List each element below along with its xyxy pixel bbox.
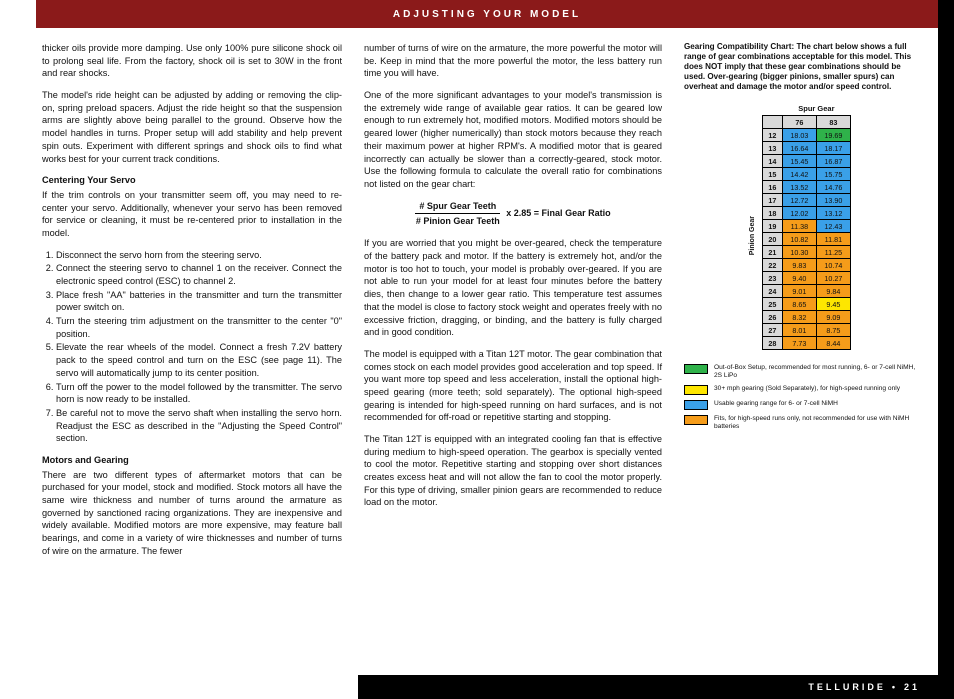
formula-numerator: # Spur Gear Teeth <box>415 200 500 214</box>
legend-text: Fits, for high-speed runs only, not reco… <box>714 415 916 431</box>
header-title: ADJUSTING YOUR MODEL <box>393 9 581 20</box>
page: ADJUSTING YOUR MODEL thicker oils provid… <box>0 0 954 699</box>
legend-text: Out-of-Box Setup, recommended for most r… <box>714 364 916 380</box>
legend-row: 30+ mph gearing (Sold Separately), for h… <box>684 385 916 395</box>
section-heading: Centering Your Servo <box>42 174 342 187</box>
list-item: Connect the steering servo to channel 1 … <box>56 262 342 287</box>
footer-dot: • <box>892 682 898 692</box>
list-item: Be careful not to move the servo shaft w… <box>56 407 342 445</box>
gear-table-wrap: Pinion Gear Spur Gear76831218.0319.69131… <box>684 103 916 351</box>
para: If the trim controls on your transmitter… <box>42 189 342 240</box>
legend-row: Fits, for high-speed runs only, not reco… <box>684 415 916 431</box>
columns: thicker oils provide more damping. Use o… <box>0 28 938 566</box>
formula-denominator: # Pinion Gear Teeth <box>416 214 500 227</box>
para: The model is equipped with a Titan 12T m… <box>364 348 662 424</box>
col-left: thicker oils provide more damping. Use o… <box>42 42 342 566</box>
list-item: Place fresh "AA" batteries in the transm… <box>56 289 342 314</box>
legend-swatch <box>684 385 708 395</box>
para: There are two different types of afterma… <box>42 469 342 558</box>
legend-swatch <box>684 364 708 374</box>
list-item: Turn off the power to the model followed… <box>56 381 342 406</box>
pinion-gear-label: Pinion Gear <box>749 216 758 255</box>
para: number of turns of wire on the armature,… <box>364 42 662 80</box>
servo-steps: Disconnect the servo horn from the steer… <box>56 249 342 445</box>
list-item: Turn the steering trim adjustment on the… <box>56 315 342 340</box>
header-bar: ADJUSTING YOUR MODEL <box>36 0 938 28</box>
footer-page: 21 <box>904 682 920 692</box>
formula-rest: x 2.85 = Final Gear Ratio <box>506 207 610 219</box>
para: The Titan 12T is equipped with an integr… <box>364 433 662 509</box>
legend-row: Usable gearing range for 6- or 7-cell Ni… <box>684 400 916 410</box>
list-item: Disconnect the servo horn from the steer… <box>56 249 342 262</box>
col-right: Gearing Compatibility Chart: The chart b… <box>684 42 916 566</box>
legend-text: Usable gearing range for 6- or 7-cell Ni… <box>714 400 916 408</box>
legend-swatch <box>684 415 708 425</box>
para: If you are worried that you might be ove… <box>364 237 662 339</box>
legend-swatch <box>684 400 708 410</box>
para: thicker oils provide more damping. Use o… <box>42 42 342 80</box>
chart-intro: Gearing Compatibility Chart: The chart b… <box>684 42 916 93</box>
para: The model's ride height can be adjusted … <box>42 89 342 165</box>
col-mid: number of turns of wire on the armature,… <box>364 42 662 566</box>
black-sidebar <box>938 0 954 699</box>
para: One of the more significant advantages t… <box>364 89 662 191</box>
legend-row: Out-of-Box Setup, recommended for most r… <box>684 364 916 380</box>
legend: Out-of-Box Setup, recommended for most r… <box>684 364 916 431</box>
footer-name: TELLURIDE <box>808 682 886 692</box>
legend-text: 30+ mph gearing (Sold Separately), for h… <box>714 385 916 393</box>
chart-head: Gearing Compatibility Chart: <box>684 42 794 51</box>
section-heading: Motors and Gearing <box>42 454 342 467</box>
list-item: Elevate the rear wheels of the model. Co… <box>56 341 342 379</box>
content-area: ADJUSTING YOUR MODEL thicker oils provid… <box>0 0 938 699</box>
formula-fraction: # Spur Gear Teeth # Pinion Gear Teeth <box>415 200 500 228</box>
gear-table: Spur Gear76831218.0319.691316.6418.17141… <box>762 103 851 351</box>
footer-bar: TELLURIDE • 21 <box>358 675 938 699</box>
formula: # Spur Gear Teeth # Pinion Gear Teeth x … <box>364 200 662 228</box>
